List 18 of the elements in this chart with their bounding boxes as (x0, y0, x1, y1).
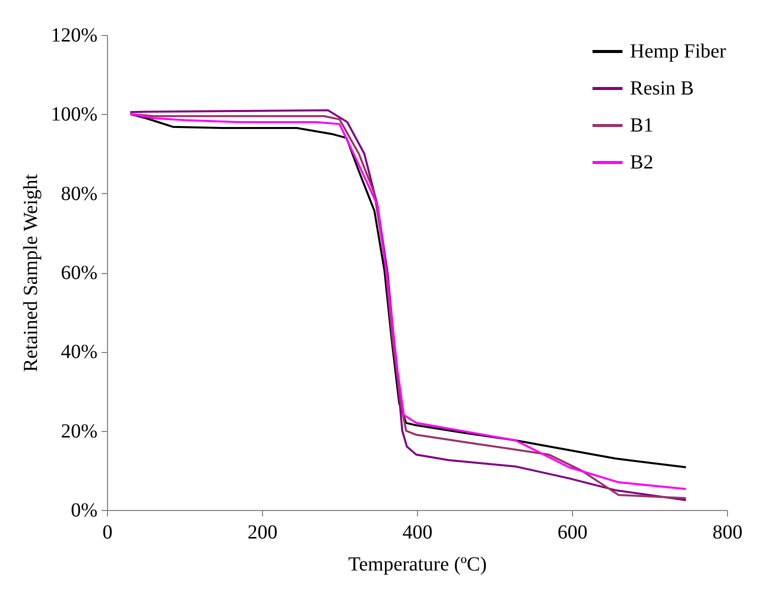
x-axis-title: Temperature (ºC) (348, 554, 487, 576)
x-tick-label: 0 (102, 522, 112, 544)
legend-label: Hemp Fiber (630, 40, 726, 62)
y-tick-label: 120% (50, 24, 98, 46)
y-tick-label: 80% (60, 182, 98, 205)
legend-label: B2 (630, 152, 654, 174)
x-tick-label: 800 (712, 522, 742, 544)
x-tick-label: 400 (402, 522, 432, 544)
y-tick-label: 60% (60, 262, 98, 284)
y-axis-title: Retained Sample Weight (20, 174, 42, 372)
x-tick-label: 200 (248, 522, 278, 544)
y-tick-label: 0% (70, 500, 98, 522)
legend-label: Resin B (630, 78, 694, 100)
x-tick-label: 600 (558, 522, 588, 544)
legend-label: B1 (630, 114, 654, 136)
y-tick-label: 20% (60, 420, 98, 442)
y-tick-label: 100% (50, 104, 98, 126)
y-tick-label: 40% (60, 341, 98, 364)
